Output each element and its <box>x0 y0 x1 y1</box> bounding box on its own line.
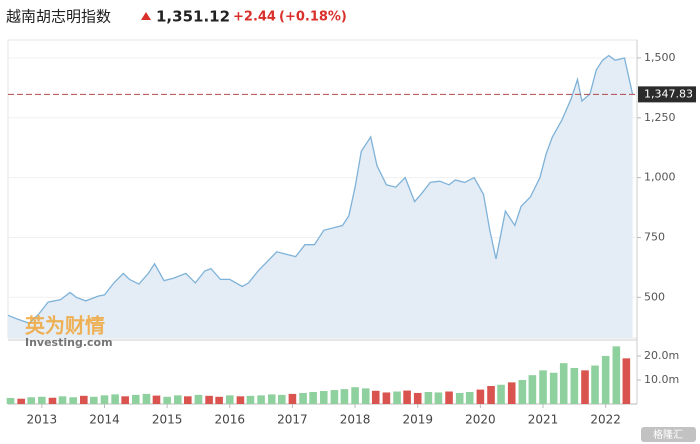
volume-bar <box>622 358 631 404</box>
price: 1,351.12 <box>156 8 230 26</box>
volume-bar <box>6 397 15 404</box>
volume-bar <box>445 391 453 404</box>
volume-bar <box>393 391 401 404</box>
volume-bar <box>528 375 537 404</box>
volume-bar <box>152 395 161 404</box>
volume-bar <box>38 396 46 404</box>
volume-bar <box>225 395 234 404</box>
volume-bar <box>361 388 370 404</box>
volume-bar <box>100 395 109 404</box>
volume-bar <box>371 390 380 404</box>
volume-bar <box>455 392 464 404</box>
volume-bar <box>507 382 516 404</box>
x-tick-label: 2022 <box>590 413 621 427</box>
volume-bar <box>236 396 245 404</box>
x-tick-label: 2019 <box>402 413 433 427</box>
volume-bar <box>194 394 203 404</box>
volume-bar <box>299 392 307 404</box>
volume-bar <box>80 395 88 404</box>
volume-bar <box>340 389 349 404</box>
volume-bar <box>497 384 505 404</box>
y-tick-label: 750 <box>644 230 665 243</box>
x-tick-label: 2016 <box>215 413 246 427</box>
volume-bar <box>27 397 35 404</box>
volume-bar <box>330 390 339 404</box>
x-tick-label: 2015 <box>152 413 183 427</box>
volume-bar <box>184 396 192 404</box>
volume-bar <box>121 396 129 404</box>
up-arrow <box>141 12 151 20</box>
volume-bar <box>132 394 140 404</box>
x-tick-label: 2014 <box>89 413 120 427</box>
volume-bar <box>58 396 67 404</box>
watermark: 英为财情 <box>25 314 105 338</box>
volume-bar <box>319 391 328 404</box>
volume-bar <box>288 393 297 404</box>
volume-bar <box>581 370 589 404</box>
watermark-badge <box>641 427 696 442</box>
x-tick-label: 2017 <box>277 413 308 427</box>
change-pct: (+0.18%) <box>279 10 347 25</box>
volume-bar <box>142 393 151 404</box>
volume-bar <box>309 391 317 404</box>
volume-bar <box>173 395 182 404</box>
volume-bar <box>277 394 286 404</box>
area <box>8 55 633 338</box>
volume-bar <box>69 397 77 404</box>
watermark: Investing.com <box>25 336 113 349</box>
volume-bar <box>403 390 411 404</box>
y-tick-label: 1,500 <box>644 51 676 64</box>
volume-bar <box>17 398 25 404</box>
volume-bar <box>257 395 265 404</box>
volume-bar <box>424 391 433 404</box>
x-tick-label: 2021 <box>528 413 559 427</box>
volume-bar <box>351 387 359 404</box>
volume-bar <box>90 396 98 404</box>
volume-bar <box>487 385 495 404</box>
x-tick-label: 2018 <box>340 413 371 427</box>
volume-bar <box>215 396 223 404</box>
y-tick-label: 1,000 <box>644 171 676 184</box>
volume-bar <box>518 379 527 404</box>
x-tick-label: 2020 <box>465 413 496 427</box>
y-tick-label: 1,250 <box>644 111 676 124</box>
volume-bar <box>612 346 621 404</box>
volume-bar <box>413 392 422 404</box>
volume-bar <box>111 394 119 404</box>
price-label: 1,347.83 <box>644 87 693 100</box>
change: +2.44 <box>233 10 276 25</box>
line <box>7 54 634 324</box>
volume-bar <box>539 370 547 404</box>
volume-bar <box>205 395 213 404</box>
volume-bar <box>267 394 276 404</box>
title: 越南胡志明指数 <box>6 8 111 26</box>
volume-bar <box>601 355 610 404</box>
volume-bar <box>476 389 485 404</box>
volume-bar <box>559 363 568 404</box>
volume-bar <box>434 392 443 404</box>
price-label-box <box>638 86 696 103</box>
volume-bar <box>549 372 558 404</box>
volume-bar <box>163 396 171 404</box>
volume-bar <box>48 397 57 404</box>
x-tick-label: 2013 <box>27 413 58 427</box>
y-tick-label: 20.0m <box>644 349 679 362</box>
volume-bar <box>465 391 474 404</box>
y-tick-label: 500 <box>644 290 665 303</box>
volume-bar <box>570 367 579 404</box>
y-tick-label: 10.0m <box>644 373 679 386</box>
watermark: 格隆汇 <box>653 428 683 441</box>
volume-bar <box>246 395 255 404</box>
volume-bar <box>591 365 599 404</box>
volume-bar <box>382 392 391 404</box>
